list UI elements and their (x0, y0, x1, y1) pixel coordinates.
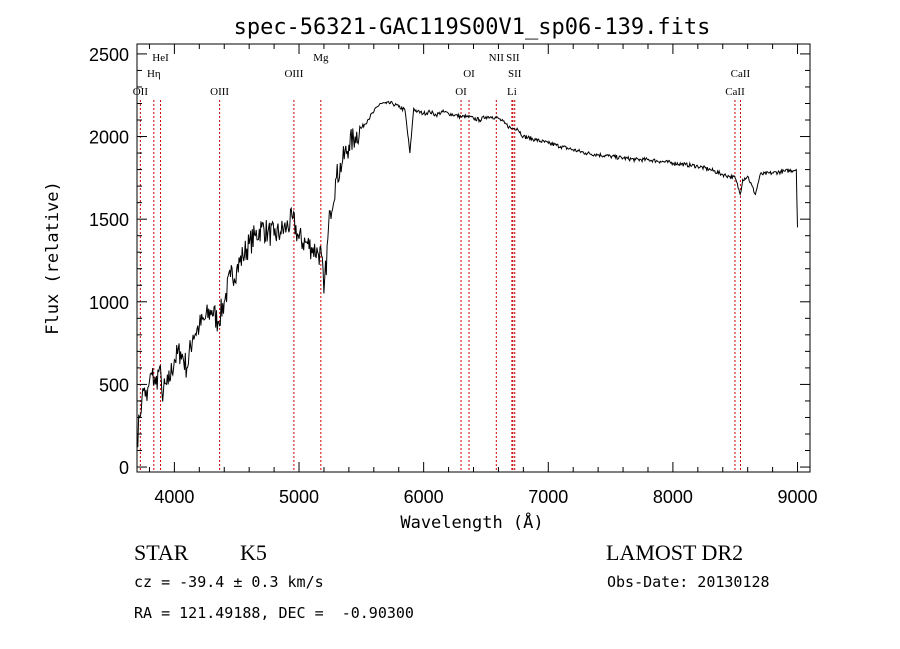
survey-label: LAMOST DR2 (606, 540, 744, 565)
spectrum-series (136, 100, 798, 448)
velocity-readout: cz = -39.4 ± 0.3 km/s (134, 573, 324, 591)
line-label: CaII (725, 86, 745, 98)
y-tick-label: 2500 (89, 45, 129, 65)
x-axis-title: Wavelength (Å) (400, 511, 543, 533)
plot-frame (136, 43, 811, 473)
y-tick-label: 1000 (89, 293, 129, 313)
x-tick-label: 8000 (653, 487, 693, 507)
line-label: SII (508, 68, 522, 80)
line-label: Hη (147, 68, 161, 80)
line-label: OIII (284, 68, 303, 80)
y-tick-label: 500 (99, 375, 129, 395)
object-subclass: K5 (240, 540, 267, 565)
line-label: CaII (731, 68, 751, 80)
line-label: OII (133, 86, 149, 98)
x-axis-ticks: 4000 5000 6000 7000 8000 9000 (148, 44, 818, 507)
object-class: STAR (134, 540, 189, 565)
line-label: OI (455, 86, 467, 98)
observation-date: Obs-Date: 20130128 (607, 573, 770, 591)
x-tick-label: 4000 (154, 487, 194, 507)
spectrum-line (136, 100, 798, 448)
y-axis-title: Flux (relative) (43, 181, 63, 335)
coordinates-readout: RA = 121.49188, DEC = -0.90300 (134, 604, 414, 622)
y-tick-label: 1500 (89, 210, 129, 230)
chart-title: spec-56321-GAC119S00V1_sp06-139.fits (234, 15, 711, 40)
y-tick-label: 0 (119, 458, 129, 478)
line-label: Mg (313, 52, 329, 64)
line-label: OIII (210, 86, 229, 98)
y-tick-label: 2000 (89, 128, 129, 148)
line-label: NII (489, 52, 505, 64)
line-label: Li (507, 86, 517, 98)
line-label: HeI (152, 52, 169, 64)
y-axis-ticks: 0 500 1000 1500 2000 2500 (89, 45, 810, 478)
line-label: SII (506, 52, 520, 64)
x-tick-label: 5000 (279, 487, 319, 507)
emission-line-markers: OII Hη HeI OIII OIII Mg OI OI NII SII SII Li CaII CaI… (133, 52, 751, 472)
x-tick-label: 9000 (778, 487, 818, 507)
line-label: OI (463, 68, 475, 80)
x-tick-label: 6000 (404, 487, 444, 507)
x-tick-label: 7000 (528, 487, 568, 507)
